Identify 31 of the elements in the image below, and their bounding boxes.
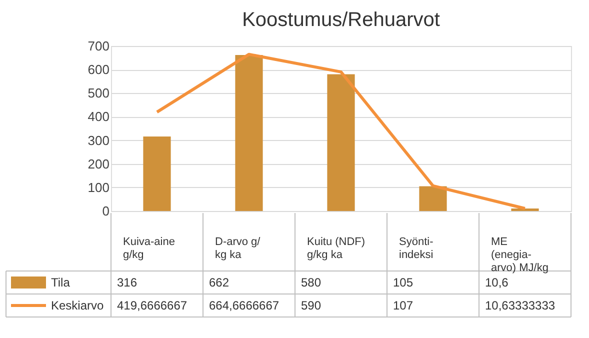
legend-label: Keskiarvo <box>51 298 104 312</box>
y-tick-label: 500 <box>88 86 110 101</box>
y-tick-label: 200 <box>88 156 110 172</box>
data-label: 107 <box>393 298 414 312</box>
y-tick-label: 600 <box>88 62 110 78</box>
bar <box>327 74 355 211</box>
legend-label: Tila <box>51 276 70 290</box>
y-tick-label: 0 <box>102 204 110 218</box>
chart-title: Koostumus/Rehuarvot <box>242 9 440 31</box>
data-label: 419,6666667 <box>117 298 188 312</box>
line-series <box>156 52 526 210</box>
data-label: 105 <box>393 276 414 290</box>
data-label: 316 <box>117 276 138 290</box>
x-tick-label: Kuitu (NDF) g/kg ka <box>307 236 366 261</box>
bar <box>235 54 263 211</box>
data-label: 10,63333333 <box>485 298 556 312</box>
bar <box>143 136 171 211</box>
x-tick-label: Syönti- indeksi <box>399 236 434 261</box>
y-tick-label: 100 <box>88 180 110 195</box>
data-label: 590 <box>301 298 322 312</box>
y-tick-label: 700 <box>88 38 110 54</box>
y-tick-label: 400 <box>88 109 110 124</box>
x-tick-label: ME (enegia- arvo) MJ/kg <box>491 236 548 274</box>
data-label: 664,6666667 <box>209 298 280 312</box>
data-label: 662 <box>209 276 230 290</box>
data-label: 10,6 <box>485 276 509 290</box>
y-tick-label: 300 <box>88 132 110 148</box>
x-tick-label: D-arvo g/ kg ka <box>215 236 262 261</box>
data-label: 580 <box>301 276 322 290</box>
bar <box>419 186 447 211</box>
x-tick-label: Kuiva-aine g/kg <box>123 236 175 261</box>
